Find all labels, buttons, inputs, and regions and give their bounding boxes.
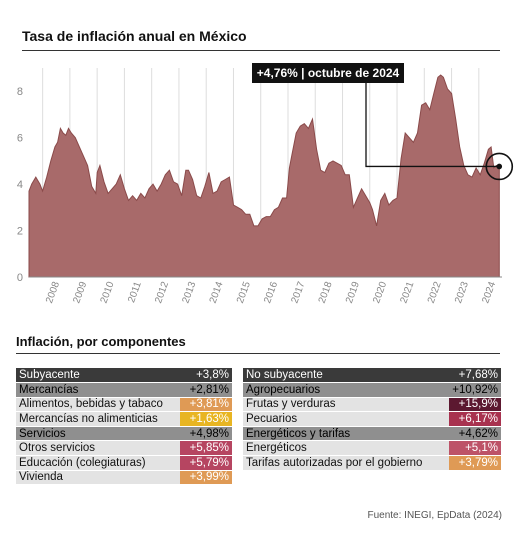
components-title: Inflación, por componentes <box>16 334 186 349</box>
component-label: Agropecuarios <box>243 382 449 398</box>
title-rule <box>22 50 500 51</box>
inflation-area-chart: 0 2 4 6 8 2008 2009 2010 2011 2012 2013 2014 2015 201… <box>17 68 514 305</box>
component-label: Educación (colegiaturas) <box>16 455 180 471</box>
component-row: Energéticos y tarifas +4,62% <box>243 426 501 442</box>
y-tick-label-0: 0 <box>17 272 23 284</box>
components-rule <box>16 353 500 354</box>
component-value: +2,81% <box>180 382 232 398</box>
component-value: +4,98% <box>180 426 232 442</box>
x-tick-label-2023: 2023 <box>453 280 471 305</box>
component-row: Educación (colegiaturas) +5,79% <box>16 455 232 471</box>
y-tick-label-6: 6 <box>17 133 23 145</box>
x-tick-label-2022: 2022 <box>426 280 444 305</box>
x-tick-label-2013: 2013 <box>180 280 198 305</box>
component-row: Frutas y verduras +15,9% <box>243 397 501 413</box>
noncore-components-table: No subyacente +7,68% Agropecuarios +10,92% F… <box>243 368 501 471</box>
x-tick-label-2015: 2015 <box>235 280 253 305</box>
component-label: No subyacente <box>243 368 449 384</box>
component-row: Servicios +4,98% <box>16 426 232 442</box>
component-label: Otros servicios <box>16 440 180 457</box>
component-row: Pecuarios +6,17% <box>243 411 501 427</box>
x-tick-label-2020: 2020 <box>371 280 389 305</box>
component-value: +3,99% <box>180 470 232 486</box>
inflation-area <box>28 74 500 278</box>
x-tick-label-2024: 2024 <box>480 280 498 305</box>
x-tick-label-2010: 2010 <box>99 280 117 305</box>
component-value: +3,8% <box>180 368 232 384</box>
component-row: No subyacente +7,68% <box>243 368 501 384</box>
highlight-point <box>496 163 503 170</box>
component-label: Frutas y verduras <box>243 397 449 413</box>
component-value: +1,63% <box>180 411 232 427</box>
component-row: Subyacente +3,8% <box>16 368 232 384</box>
x-tick-label-2008: 2008 <box>44 280 62 305</box>
x-tick-label-2012: 2012 <box>153 280 171 305</box>
component-row: Alimentos, bebidas y tabaco +3,81% <box>16 397 232 413</box>
x-tick-label-2016: 2016 <box>262 280 280 305</box>
component-label: Servicios <box>16 426 180 442</box>
component-label: Mercancías no alimenticias <box>16 411 180 427</box>
y-tick-label-2: 2 <box>17 226 23 238</box>
callout-badge: +4,76% | octubre de 2024 <box>252 63 404 83</box>
component-value: +5,1% <box>449 440 501 457</box>
component-label: Pecuarios <box>243 411 449 427</box>
source-note: Fuente: INEGI, EpData (2024) <box>367 510 502 521</box>
x-tick-label-2021: 2021 <box>399 280 417 305</box>
chart-title: Tasa de inflación anual en México <box>22 28 247 44</box>
x-tick-label-2009: 2009 <box>71 280 89 305</box>
component-value: +6,17% <box>449 411 501 427</box>
highlight-ring <box>485 152 514 181</box>
component-label: Energéticos <box>243 440 449 457</box>
component-value: +5,79% <box>180 455 232 471</box>
component-row: Mercancías no alimenticias +1,63% <box>16 411 232 427</box>
component-label: Tarifas autorizadas por el gobierno <box>243 455 449 471</box>
y-tick-label-8: 8 <box>17 86 23 98</box>
x-tick-label-2019: 2019 <box>344 280 362 305</box>
component-label: Vivienda <box>16 470 180 486</box>
callout-leader-line <box>365 83 500 168</box>
component-value: +5,85% <box>180 440 232 457</box>
component-value: +10,92% <box>449 382 501 398</box>
component-label: Subyacente <box>16 368 180 384</box>
component-value: +3,81% <box>180 397 232 413</box>
component-label: Mercancías <box>16 382 180 398</box>
component-row: Vivienda +3,99% <box>16 470 232 486</box>
component-row: Energéticos +5,1% <box>243 440 501 457</box>
component-row: Agropecuarios +10,92% <box>243 382 501 398</box>
x-tick-label-2014: 2014 <box>208 280 226 305</box>
component-row: Mercancías +2,81% <box>16 382 232 398</box>
y-tick-label-4: 4 <box>17 179 23 191</box>
component-value: +7,68% <box>449 368 501 384</box>
x-tick-label-2018: 2018 <box>317 280 335 305</box>
component-label: Alimentos, bebidas y tabaco <box>16 397 180 413</box>
component-row: Tarifas autorizadas por el gobierno +3,79… <box>243 455 501 471</box>
component-row: Otros servicios +5,85% <box>16 440 232 457</box>
component-value: +3,79% <box>449 455 501 471</box>
component-value: +15,9% <box>449 397 501 413</box>
x-tick-label-2017: 2017 <box>289 280 307 305</box>
component-label: Energéticos y tarifas <box>243 426 449 442</box>
core-components-table: Subyacente +3,8% Mercancías +2,81% Alimentos… <box>16 368 232 486</box>
x-tick-label-2011: 2011 <box>126 280 144 304</box>
component-value: +4,62% <box>449 426 501 442</box>
